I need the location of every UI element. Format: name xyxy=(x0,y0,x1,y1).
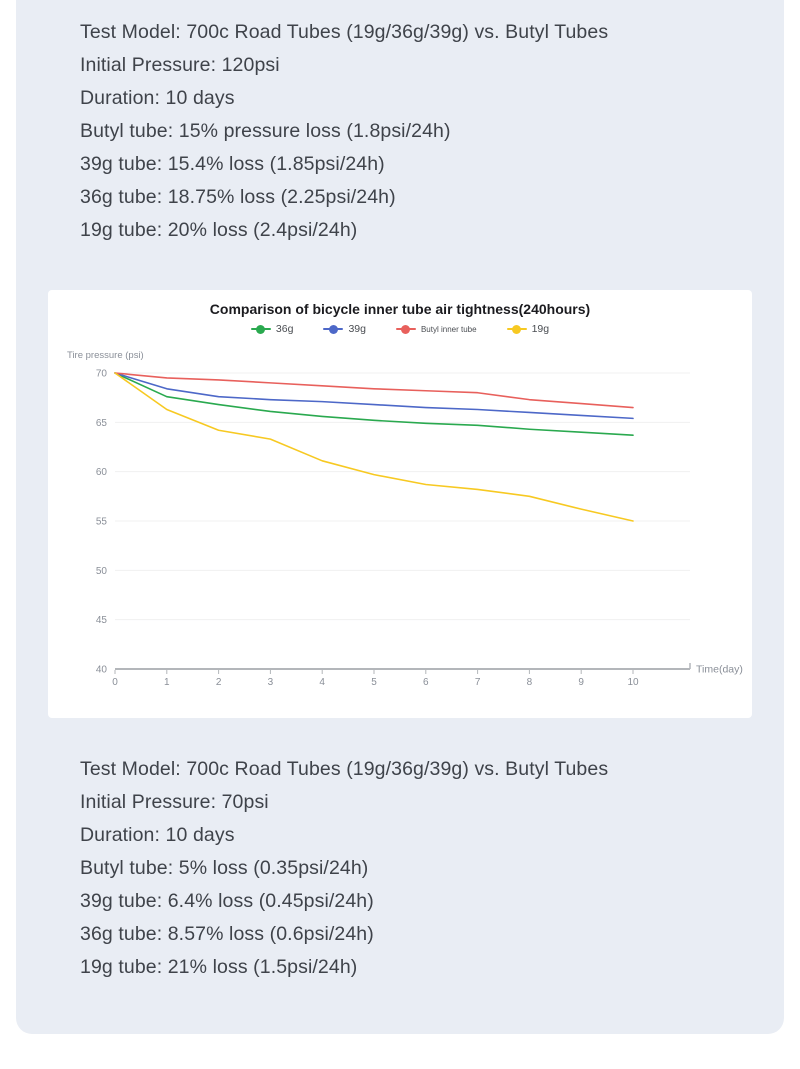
y-tick-label: 40 xyxy=(96,665,108,676)
content-panel: Test Model: 700c Road Tubes (19g/36g/39g… xyxy=(16,0,784,1034)
summary-line: 19g tube: 20% loss (2.4psi/24h) xyxy=(80,219,358,241)
x-tick-label: 9 xyxy=(578,677,584,688)
legend-label: 36g xyxy=(275,323,294,335)
chart-legend: 36g 39g Butyl inner tube 19g xyxy=(48,323,752,335)
x-tick-label: 10 xyxy=(627,677,639,688)
legend-series-marker-icon xyxy=(323,324,344,334)
legend-label: 19g xyxy=(531,323,550,335)
series-line-36g xyxy=(114,372,634,436)
y-axis-title: Tire pressure (psi) xyxy=(67,350,144,361)
summary-line: Test Model: 700c Road Tubes (19g/36g/39g… xyxy=(80,21,609,43)
summary-line: 36g tube: 18.75% loss (2.25psi/24h) xyxy=(80,186,396,208)
test-summary-top: Test Model: 700c Road Tubes (19g/36g/39g… xyxy=(80,16,608,247)
series-line-39g xyxy=(114,372,634,420)
summary-line: Duration: 10 days xyxy=(80,824,235,846)
test-summary-bottom: Test Model: 700c Road Tubes (19g/36g/39g… xyxy=(80,753,608,984)
legend-item-butyl-inner-tube: Butyl inner tube xyxy=(395,324,477,334)
legend-series-marker-icon xyxy=(250,324,271,334)
legend-label: Butyl inner tube xyxy=(420,324,477,334)
legend-series-marker-icon xyxy=(395,324,416,334)
x-tick-label: 5 xyxy=(371,677,377,688)
y-tick-label: 70 xyxy=(96,369,108,380)
y-tick-label: 60 xyxy=(96,467,108,478)
summary-line: Butyl tube: 5% loss (0.35psi/24h) xyxy=(80,857,369,879)
legend-label: 39g xyxy=(348,323,366,335)
summary-line: Initial Pressure: 120psi xyxy=(80,54,280,76)
x-tick-label: 0 xyxy=(112,677,118,688)
x-tick-label: 3 xyxy=(268,677,274,688)
summary-line: Butyl tube: 15% pressure loss (1.8psi/24… xyxy=(80,120,451,142)
y-tick-label: 50 xyxy=(96,566,108,577)
y-tick-label: 65 xyxy=(96,418,108,429)
y-tick-label: 45 xyxy=(96,615,108,626)
summary-line: Duration: 10 days xyxy=(80,87,235,109)
x-axis-title: Time(day) xyxy=(696,664,743,676)
legend-item-36g: 36g xyxy=(250,323,294,335)
chart-title: Comparison of bicycle inner tube air tig… xyxy=(209,301,591,317)
summary-line: Test Model: 700c Road Tubes (19g/36g/39g… xyxy=(80,758,609,780)
legend-series-marker-icon xyxy=(506,324,527,334)
x-tick-label: 6 xyxy=(423,677,429,688)
summary-line: 39g tube: 15.4% loss (1.85psi/24h) xyxy=(80,153,385,175)
legend-item-39g: 39g xyxy=(323,323,366,335)
x-tick-label: 7 xyxy=(475,677,481,688)
y-tick-label: 55 xyxy=(96,517,108,528)
summary-line: Initial Pressure: 70psi xyxy=(80,791,269,813)
summary-line: 36g tube: 8.57% loss (0.6psi/24h) xyxy=(80,923,374,945)
series-line-19g xyxy=(114,372,634,522)
x-tick-label: 2 xyxy=(216,677,222,688)
summary-line: 39g tube: 6.4% loss (0.45psi/24h) xyxy=(80,890,374,912)
x-tick-label: 4 xyxy=(319,677,325,688)
summary-line: 19g tube: 21% loss (1.5psi/24h) xyxy=(80,956,358,978)
series-line-butyl-inner-tube xyxy=(114,372,634,409)
x-tick-label: 1 xyxy=(164,677,170,688)
legend-item-19g: 19g xyxy=(506,323,550,335)
x-tick-label: 8 xyxy=(527,677,533,688)
chart-card: Tire pressure (psi) 70 65 60 55 50 45 40 0 1 2 3 4 5 6… xyxy=(48,290,752,718)
